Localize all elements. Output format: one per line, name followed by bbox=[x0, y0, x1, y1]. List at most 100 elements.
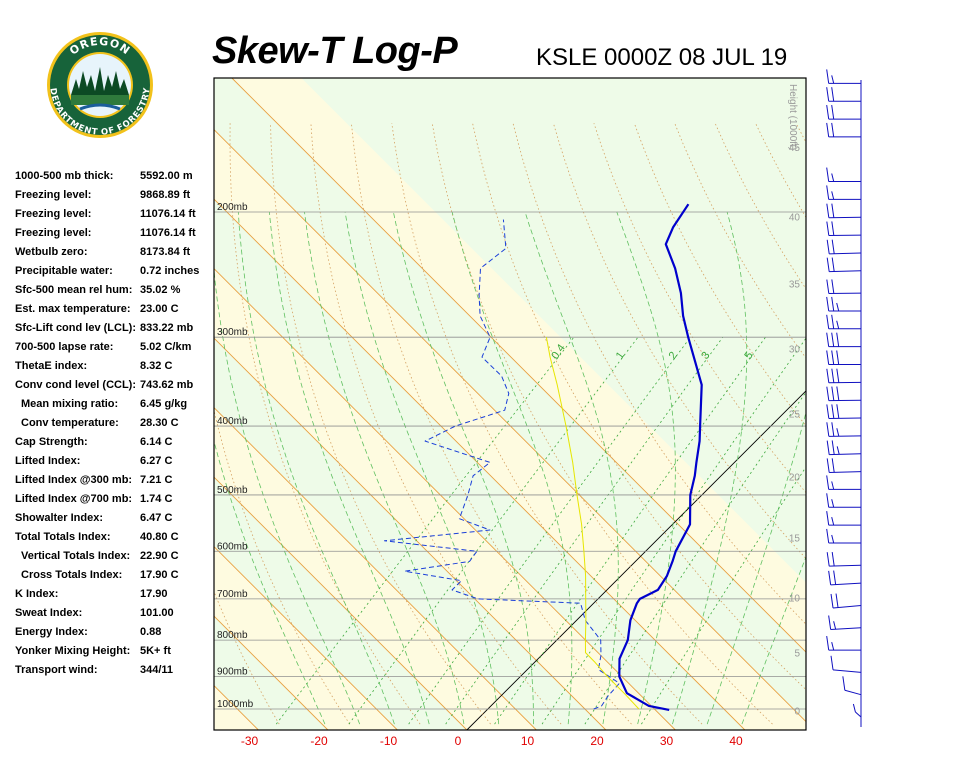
index-value: 11076.14 ft bbox=[140, 208, 196, 220]
moist-adiabat bbox=[706, 410, 806, 725]
mixing-ratio-line bbox=[641, 466, 806, 725]
index-value: 35.02 % bbox=[140, 284, 181, 296]
wind-barb bbox=[826, 475, 861, 490]
wind-barb bbox=[826, 493, 861, 508]
x-tick-label: -20 bbox=[310, 734, 328, 748]
index-value: 22.90 C bbox=[140, 550, 179, 562]
wind-barb bbox=[828, 615, 862, 631]
isobar-label: 500mb bbox=[217, 485, 248, 496]
index-label: Freezing level: bbox=[15, 208, 92, 220]
moist-adiabat bbox=[524, 211, 619, 725]
wind-barb bbox=[826, 221, 862, 237]
wind-barb bbox=[852, 703, 862, 718]
index-value: 8173.84 ft bbox=[140, 246, 191, 258]
index-label: Sfc-500 mean rel hum: bbox=[15, 284, 133, 296]
height-tick-label: 0 bbox=[794, 707, 800, 718]
index-label: Sweat Index: bbox=[15, 607, 83, 619]
height-tick-label: 45 bbox=[789, 143, 801, 154]
temperature-band bbox=[214, 129, 806, 730]
index-value: 101.00 bbox=[140, 607, 174, 619]
mixing-ratio-line bbox=[494, 336, 766, 725]
isobar-label: 300mb bbox=[217, 327, 248, 338]
moist-adiabat bbox=[214, 266, 361, 725]
wind-barb bbox=[826, 203, 862, 219]
moist-adiabat bbox=[672, 211, 748, 725]
mixing-ratio-label: 3 bbox=[699, 350, 712, 362]
index-label: Yonker Mixing Height: bbox=[15, 645, 131, 657]
wind-barb bbox=[826, 440, 862, 456]
index-label: Cross Totals Index: bbox=[21, 569, 123, 581]
index-value: 6.45 g/kg bbox=[140, 398, 188, 410]
isotherm bbox=[231, 78, 806, 653]
mixing-ratio-line bbox=[275, 336, 575, 725]
isotherm bbox=[214, 406, 537, 730]
index-value: 17.90 C bbox=[140, 569, 179, 581]
height-tick-label: 25 bbox=[789, 409, 801, 420]
index-value: 6.47 C bbox=[140, 512, 173, 524]
moist-adiabat bbox=[214, 439, 326, 725]
wind-barb bbox=[826, 511, 861, 526]
height-tick-label: 5 bbox=[794, 649, 800, 660]
wind-barb bbox=[826, 458, 862, 473]
wind-barb bbox=[826, 332, 861, 348]
wind-barb bbox=[826, 422, 862, 437]
wind-barb bbox=[842, 676, 862, 696]
index-label: Precipitable water: bbox=[15, 265, 113, 277]
dry-adiabat bbox=[917, 123, 960, 724]
isobar-label: 400mb bbox=[217, 416, 248, 427]
moist-adiabat bbox=[304, 211, 465, 725]
height-axis: Height (1000ft) 0 5 10 15 20 25 30 35 40 45 bbox=[787, 84, 800, 718]
index-value: 0.88 bbox=[140, 626, 162, 638]
wind-barb bbox=[826, 551, 862, 567]
mixing-ratio-label: 1 bbox=[614, 350, 627, 362]
wind-barb bbox=[826, 87, 861, 102]
index-label: Lifted Index @700 mb: bbox=[15, 493, 133, 505]
isobar-label: 700mb bbox=[217, 589, 248, 600]
mixing-ratio-line bbox=[584, 391, 806, 725]
index-value: 23.00 C bbox=[140, 303, 179, 315]
moist-adiabat bbox=[616, 211, 676, 725]
index-value: 28.30 C bbox=[140, 417, 179, 429]
index-value: 833.22 mb bbox=[140, 322, 194, 334]
wind-barb bbox=[826, 185, 861, 200]
index-value: 8.32 C bbox=[140, 360, 173, 372]
isotherm bbox=[214, 337, 607, 730]
index-label: ThetaE index: bbox=[15, 360, 88, 372]
oregon-forestry-logo: OREGON DEPARTMENT OF FORESTRY bbox=[47, 32, 153, 138]
moist-adiabat bbox=[269, 211, 430, 725]
mixing-ratio-line bbox=[445, 336, 724, 725]
isobar-label: 900mb bbox=[217, 666, 248, 677]
moist-adiabat bbox=[451, 211, 573, 725]
series-dewpoint-line bbox=[384, 219, 620, 710]
wind-barb bbox=[830, 655, 862, 673]
x-tick-label: -30 bbox=[241, 734, 259, 748]
index-value: 40.80 C bbox=[140, 531, 179, 543]
height-tick-label: 20 bbox=[789, 473, 801, 484]
wind-barb bbox=[826, 279, 862, 295]
index-value: 743.62 mb bbox=[140, 379, 194, 391]
index-label: Conv temperature: bbox=[21, 417, 119, 429]
index-value: 0.72 inches bbox=[140, 265, 200, 277]
height-tick-label: 15 bbox=[789, 534, 801, 545]
wind-barb bbox=[826, 404, 862, 419]
x-tick-label: 20 bbox=[590, 734, 604, 748]
index-label: Freezing level: bbox=[15, 227, 92, 239]
wind-barb bbox=[826, 257, 862, 273]
index-value: 6.14 C bbox=[140, 436, 173, 448]
wind-barb bbox=[826, 314, 861, 330]
wind-barbs bbox=[826, 69, 862, 727]
index-label: Total Totals Index: bbox=[15, 531, 111, 543]
wind-barb bbox=[826, 122, 861, 138]
wind-barb bbox=[826, 368, 862, 384]
index-label: Vertical Totals Index: bbox=[21, 550, 131, 562]
isobars: 1000mb 900mb 800mb 700mb 600mb 500mb 400mb 300m… bbox=[214, 202, 806, 710]
isotherm bbox=[214, 476, 468, 730]
isotherm bbox=[214, 267, 676, 730]
index-value: 17.90 bbox=[140, 588, 168, 600]
x-tick-label: 0 bbox=[455, 734, 462, 748]
index-label: Freezing level: bbox=[15, 189, 92, 201]
index-label: Cap Strength: bbox=[15, 436, 88, 448]
index-value: 11076.14 ft bbox=[140, 227, 196, 239]
index-value: 5592.00 m bbox=[140, 170, 193, 182]
